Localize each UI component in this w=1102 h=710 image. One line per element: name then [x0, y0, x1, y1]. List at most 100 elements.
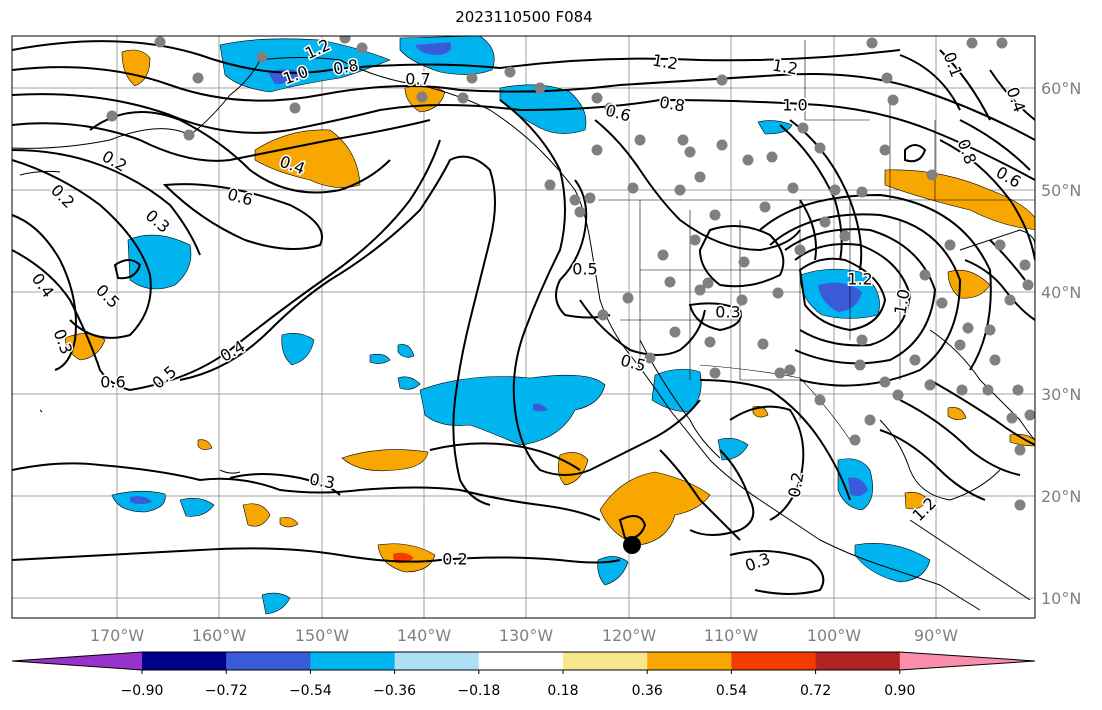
observation-dot [819, 216, 831, 228]
longitude-tick-label: 90°W [914, 626, 958, 645]
observation-dot [892, 389, 904, 401]
observation-dot [772, 287, 784, 299]
observation-dot [759, 201, 771, 213]
observation-dot [742, 154, 754, 166]
colorbar-tick-label: 0.54 [716, 683, 747, 699]
colorbar-tick-label: −0.54 [289, 683, 332, 699]
colorbar-tick-label: 0.36 [632, 683, 663, 699]
observation-dot [289, 102, 301, 114]
colorbar-segment [394, 652, 480, 670]
observation-dot [504, 66, 516, 78]
observation-dot [716, 74, 728, 86]
longitude-tick-label: 110°W [704, 626, 759, 645]
latitude-tick-label: 60°N [1041, 79, 1081, 98]
observation-dot [1004, 294, 1016, 306]
colorbar-tick-label: 0.90 [884, 683, 915, 699]
contour-lines [12, 40, 1035, 595]
observation-dot [879, 144, 891, 156]
observation-dot [634, 134, 646, 146]
longitude-tick-label: 160°W [192, 626, 247, 645]
colorbar-tick-label: −0.90 [121, 683, 164, 699]
observation-dot [774, 367, 786, 379]
contour-label: 0.2 [442, 550, 467, 569]
observation-dot [887, 94, 899, 106]
observation-dot [1014, 499, 1026, 511]
longitude-tick-label: 140°W [397, 626, 452, 645]
observation-dot [709, 209, 721, 221]
observation-dot [909, 354, 921, 366]
colorbar-segment [310, 652, 395, 670]
longitude-tick-label: 100°W [807, 626, 862, 645]
observation-dot [416, 91, 428, 103]
observation-dot [797, 122, 809, 134]
observation-dot [856, 334, 868, 346]
colorbar-segment [815, 652, 901, 670]
observation-dot [736, 294, 748, 306]
observation-dot [919, 269, 931, 281]
observation-dot [644, 352, 656, 364]
observation-dot [154, 36, 166, 48]
observation-dot [457, 92, 469, 104]
colorbar-segment [12, 652, 142, 670]
observation-dot [766, 151, 778, 163]
observation-dot [1012, 384, 1024, 396]
contour-label: 1.2 [847, 270, 872, 289]
observation-dot [944, 239, 956, 251]
observation-dot [982, 384, 994, 396]
colorbar: −0.90 −0.72 −0.54 −0.36 −0.18 0.18 0.36 0.54 0.7… [11, 651, 1036, 699]
colorbar-tick-label: −0.72 [205, 683, 248, 699]
observation-dot [829, 184, 841, 196]
observation-dot [1024, 409, 1035, 421]
observation-dot [694, 171, 706, 183]
colorbar-segment [478, 652, 564, 670]
colorbar-segment [731, 652, 816, 670]
latitude-tick-label: 50°N [1041, 181, 1081, 200]
observation-dot [569, 194, 581, 206]
observation-dot [704, 336, 716, 348]
colorbar-segment [142, 652, 227, 670]
observation-dot [854, 359, 866, 371]
observation-dot [192, 72, 204, 84]
map-panel [12, 36, 1035, 618]
observation-dot [984, 324, 996, 336]
map-title: 2023110500 F084 [455, 8, 593, 26]
observation-sites [106, 36, 1035, 511]
observation-dot [709, 367, 721, 379]
colorbar-segment [899, 652, 1035, 670]
observation-dot [1006, 412, 1018, 424]
latitude-tick-label: 40°N [1041, 283, 1081, 302]
observation-dot [544, 179, 556, 191]
observation-dot [627, 182, 639, 194]
observation-dot [534, 82, 546, 94]
observation-dot [814, 142, 826, 154]
map-border [11, 35, 1036, 619]
observation-dot [926, 169, 938, 181]
observation-dot [996, 37, 1008, 49]
observation-dot [864, 414, 876, 426]
observation-dot [738, 256, 750, 268]
observation-dot [954, 339, 966, 351]
colorbar-segment [563, 652, 648, 670]
observation-dot [814, 394, 826, 406]
observation-dot [881, 72, 893, 84]
colorbar-segment [226, 652, 311, 670]
observation-dot [256, 51, 268, 63]
observation-dot [674, 184, 686, 196]
observation-dot [994, 239, 1006, 251]
longitude-tick-label: 130°W [499, 626, 554, 645]
observation-dot [1014, 444, 1026, 456]
colorbar-tick-label: 0.18 [547, 683, 578, 699]
contour-label: 0.7 [405, 70, 430, 89]
colorbar-tick-label: −0.18 [457, 683, 500, 699]
observation-dot [106, 110, 118, 122]
latitude-tick-label: 20°N [1041, 487, 1081, 506]
observation-dot [183, 129, 195, 141]
observation-dot [597, 309, 609, 321]
observation-dot [924, 379, 936, 391]
observation-dot [956, 384, 968, 396]
contour-label: 1.0 [782, 96, 807, 115]
observation-dot [591, 92, 603, 104]
observation-dot [936, 297, 948, 309]
observation-dot [574, 206, 586, 218]
observation-dot [677, 134, 689, 146]
